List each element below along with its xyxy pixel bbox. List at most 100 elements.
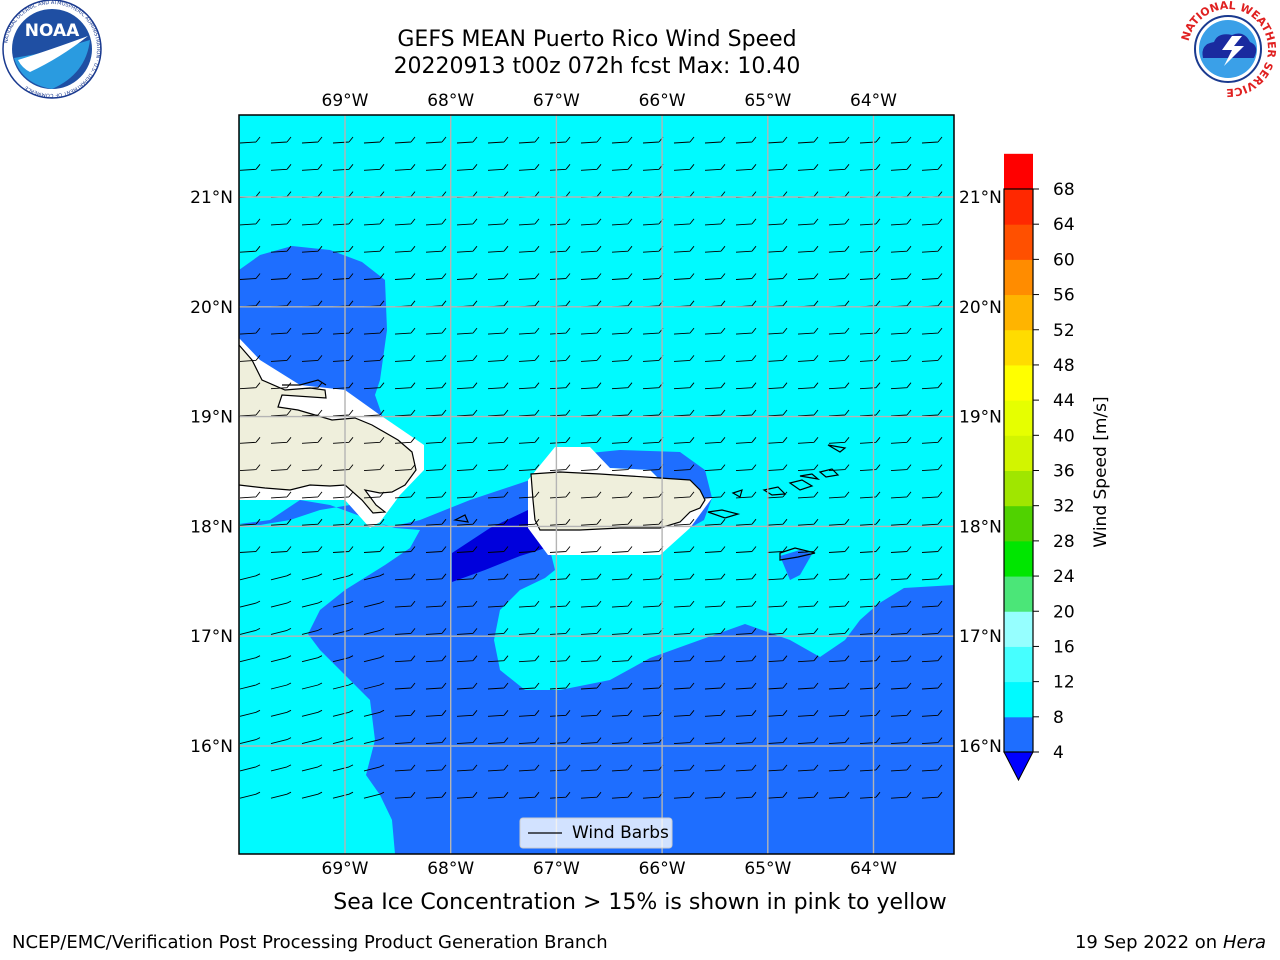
- wind-barb: [921, 327, 943, 335]
- wind-barb: [456, 546, 478, 553]
- colorbar-tick-label: 32: [1053, 497, 1075, 517]
- wind-barb: [332, 355, 354, 362]
- wind-barb: [456, 737, 478, 745]
- colorbar-tick-label: 16: [1053, 637, 1075, 657]
- wind-barb: [766, 628, 788, 635]
- wind-barb: [673, 764, 695, 772]
- wind-barb: [921, 355, 943, 362]
- wind-barb: [332, 245, 354, 253]
- wind-barb: [363, 764, 385, 772]
- wind-barb: [518, 518, 540, 526]
- wind-barb: [580, 518, 602, 526]
- wind-barb: [332, 518, 354, 526]
- lat-label: 20°N: [190, 298, 233, 318]
- wind-barb: [518, 164, 540, 171]
- wind-barb: [301, 164, 323, 171]
- wind-barb: [518, 600, 540, 608]
- wind-barb: [394, 464, 416, 472]
- wind-barb: [580, 764, 602, 772]
- wind-barb: [890, 546, 912, 553]
- colorbar-tick-label: 28: [1053, 532, 1075, 552]
- wind-barb: [890, 737, 912, 745]
- wind-barb: [425, 682, 447, 690]
- wind-barb: [239, 273, 261, 280]
- wind-barb: [766, 327, 788, 335]
- wind-barb: [332, 682, 354, 690]
- wind-barb: [735, 573, 757, 581]
- wind-barb: [797, 573, 819, 581]
- wind-barb: [456, 245, 478, 253]
- colorbar: [1003, 153, 1034, 782]
- wind-barb: [704, 245, 726, 253]
- wind-barb: [766, 382, 788, 390]
- wind-barb: [487, 655, 509, 663]
- wind-barb: [797, 464, 819, 472]
- wind-barb: [611, 682, 633, 690]
- wind-barb: [425, 655, 447, 663]
- colorbar-tick-label: 68: [1053, 180, 1075, 200]
- wind-barb: [425, 245, 447, 253]
- wind-barb: [890, 437, 912, 444]
- wind-barb: [363, 573, 385, 581]
- wind-barb: [456, 791, 478, 799]
- wind-barb: [673, 355, 695, 362]
- wind-barb: [332, 600, 354, 608]
- wind-barb: [301, 518, 323, 526]
- wind-barb: [890, 164, 912, 171]
- wind-barb: [704, 600, 726, 608]
- wind-barb: [673, 518, 695, 526]
- wind-barb: [425, 273, 447, 280]
- wind-barb: [487, 791, 509, 799]
- wind-barb: [239, 682, 261, 690]
- colorbar-segment: [1004, 400, 1033, 436]
- wind-barb: [270, 245, 292, 253]
- wind-barb: [828, 355, 850, 362]
- wind-barb: [363, 518, 385, 526]
- wind-barb: [549, 518, 571, 526]
- lat-labels-right: 21°N 20°N 19°N 18°N 17°N 16°N: [959, 188, 1002, 757]
- colorbar-segment: [1004, 505, 1033, 542]
- wind-barb: [394, 655, 416, 663]
- wind-barb: [518, 573, 540, 581]
- wind-barb: [239, 709, 261, 717]
- wind-barb: [270, 218, 292, 226]
- wind-barb: [239, 627, 261, 635]
- wind-barb: [766, 573, 788, 581]
- wind-barb: [735, 464, 757, 472]
- noaa-logo: NOAA NATIONAL OCEANIC AND ATMOSPHERIC AD…: [2, 0, 102, 99]
- wind-barb: [580, 437, 602, 444]
- wind-barb: [704, 409, 726, 417]
- wind-barb: [487, 737, 509, 745]
- wind-barb: [673, 437, 695, 444]
- wind-barb: [890, 600, 912, 608]
- wind-barb: [797, 355, 819, 362]
- wind-barb: [549, 682, 571, 690]
- wind-barb: [487, 682, 509, 690]
- wind-barb: [518, 628, 540, 635]
- wind-barb: [580, 245, 602, 253]
- wind-barb: [766, 491, 788, 499]
- wind-barb: [673, 409, 695, 417]
- wind-barb: [549, 355, 571, 362]
- wind-barb: [332, 737, 354, 745]
- wind-barb: [270, 600, 292, 608]
- wind-barb: [270, 327, 292, 335]
- wind-barb: [518, 355, 540, 362]
- wind-barb: [890, 382, 912, 390]
- wind-barb: [704, 464, 726, 472]
- wind-barb: [735, 628, 757, 635]
- wind-barb: [549, 573, 571, 581]
- wind-barb: [828, 491, 850, 499]
- wind-barb: [611, 600, 633, 608]
- wind-barb: [611, 764, 633, 772]
- wind-barb: [425, 437, 447, 444]
- wind-barb: [890, 764, 912, 772]
- wind-barb: [239, 136, 261, 144]
- wind-barb: [301, 600, 323, 608]
- colorbar-tick-label: 12: [1053, 673, 1075, 693]
- wind-barb: [270, 518, 292, 526]
- wind-barb: [890, 327, 912, 335]
- wind-barb: [797, 245, 819, 253]
- wind-barb: [332, 655, 354, 663]
